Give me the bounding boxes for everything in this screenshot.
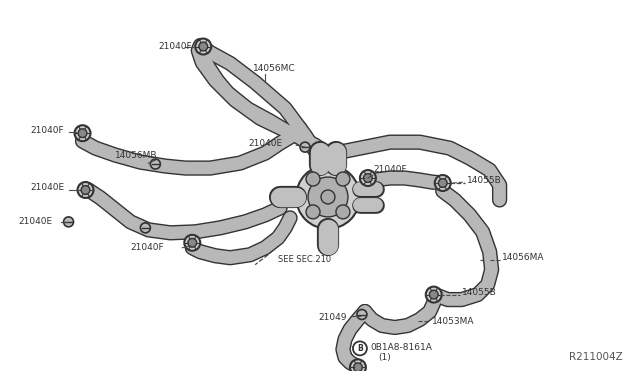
Text: 21040E: 21040E — [248, 139, 282, 148]
Text: 14053MA: 14053MA — [432, 317, 474, 326]
Circle shape — [350, 359, 366, 372]
Text: 21040F: 21040F — [131, 243, 164, 252]
Circle shape — [184, 235, 200, 251]
Circle shape — [306, 172, 320, 186]
Text: 14055B: 14055B — [461, 288, 497, 297]
Circle shape — [336, 172, 350, 186]
Circle shape — [199, 42, 207, 51]
Circle shape — [78, 129, 87, 138]
Circle shape — [140, 223, 150, 233]
Text: 21040F: 21040F — [158, 42, 192, 51]
Circle shape — [438, 179, 447, 187]
Circle shape — [63, 217, 74, 227]
Text: 0B1A8-8161A: 0B1A8-8161A — [370, 343, 432, 352]
Circle shape — [426, 286, 442, 302]
Text: SEE SEC.210: SEE SEC.210 — [278, 255, 332, 264]
Circle shape — [306, 205, 320, 219]
Circle shape — [296, 165, 360, 229]
Text: 14056MB: 14056MB — [115, 151, 158, 160]
Circle shape — [74, 125, 90, 141]
Circle shape — [429, 290, 438, 299]
Circle shape — [300, 142, 310, 152]
Text: 14056MC: 14056MC — [253, 64, 296, 73]
Circle shape — [150, 159, 161, 169]
Circle shape — [353, 341, 367, 355]
Circle shape — [360, 170, 376, 186]
Text: B: B — [357, 344, 363, 353]
Text: 21040F: 21040F — [31, 126, 64, 135]
Circle shape — [195, 39, 211, 54]
Circle shape — [321, 190, 335, 204]
Text: (1): (1) — [378, 353, 390, 362]
Circle shape — [435, 175, 451, 191]
Text: 14056MA: 14056MA — [502, 253, 544, 262]
Circle shape — [81, 186, 90, 194]
Circle shape — [336, 205, 350, 219]
Circle shape — [364, 174, 372, 182]
Circle shape — [77, 182, 93, 198]
Circle shape — [308, 177, 348, 217]
Text: R211004Z: R211004Z — [570, 352, 623, 362]
Circle shape — [357, 310, 367, 320]
Text: 21040F: 21040F — [373, 164, 406, 174]
Circle shape — [353, 363, 362, 372]
Text: 21040E: 21040E — [31, 183, 65, 192]
Text: 14055B: 14055B — [467, 176, 501, 185]
Circle shape — [188, 238, 196, 247]
Text: 21040E: 21040E — [19, 217, 52, 227]
Text: 21049: 21049 — [318, 313, 346, 322]
